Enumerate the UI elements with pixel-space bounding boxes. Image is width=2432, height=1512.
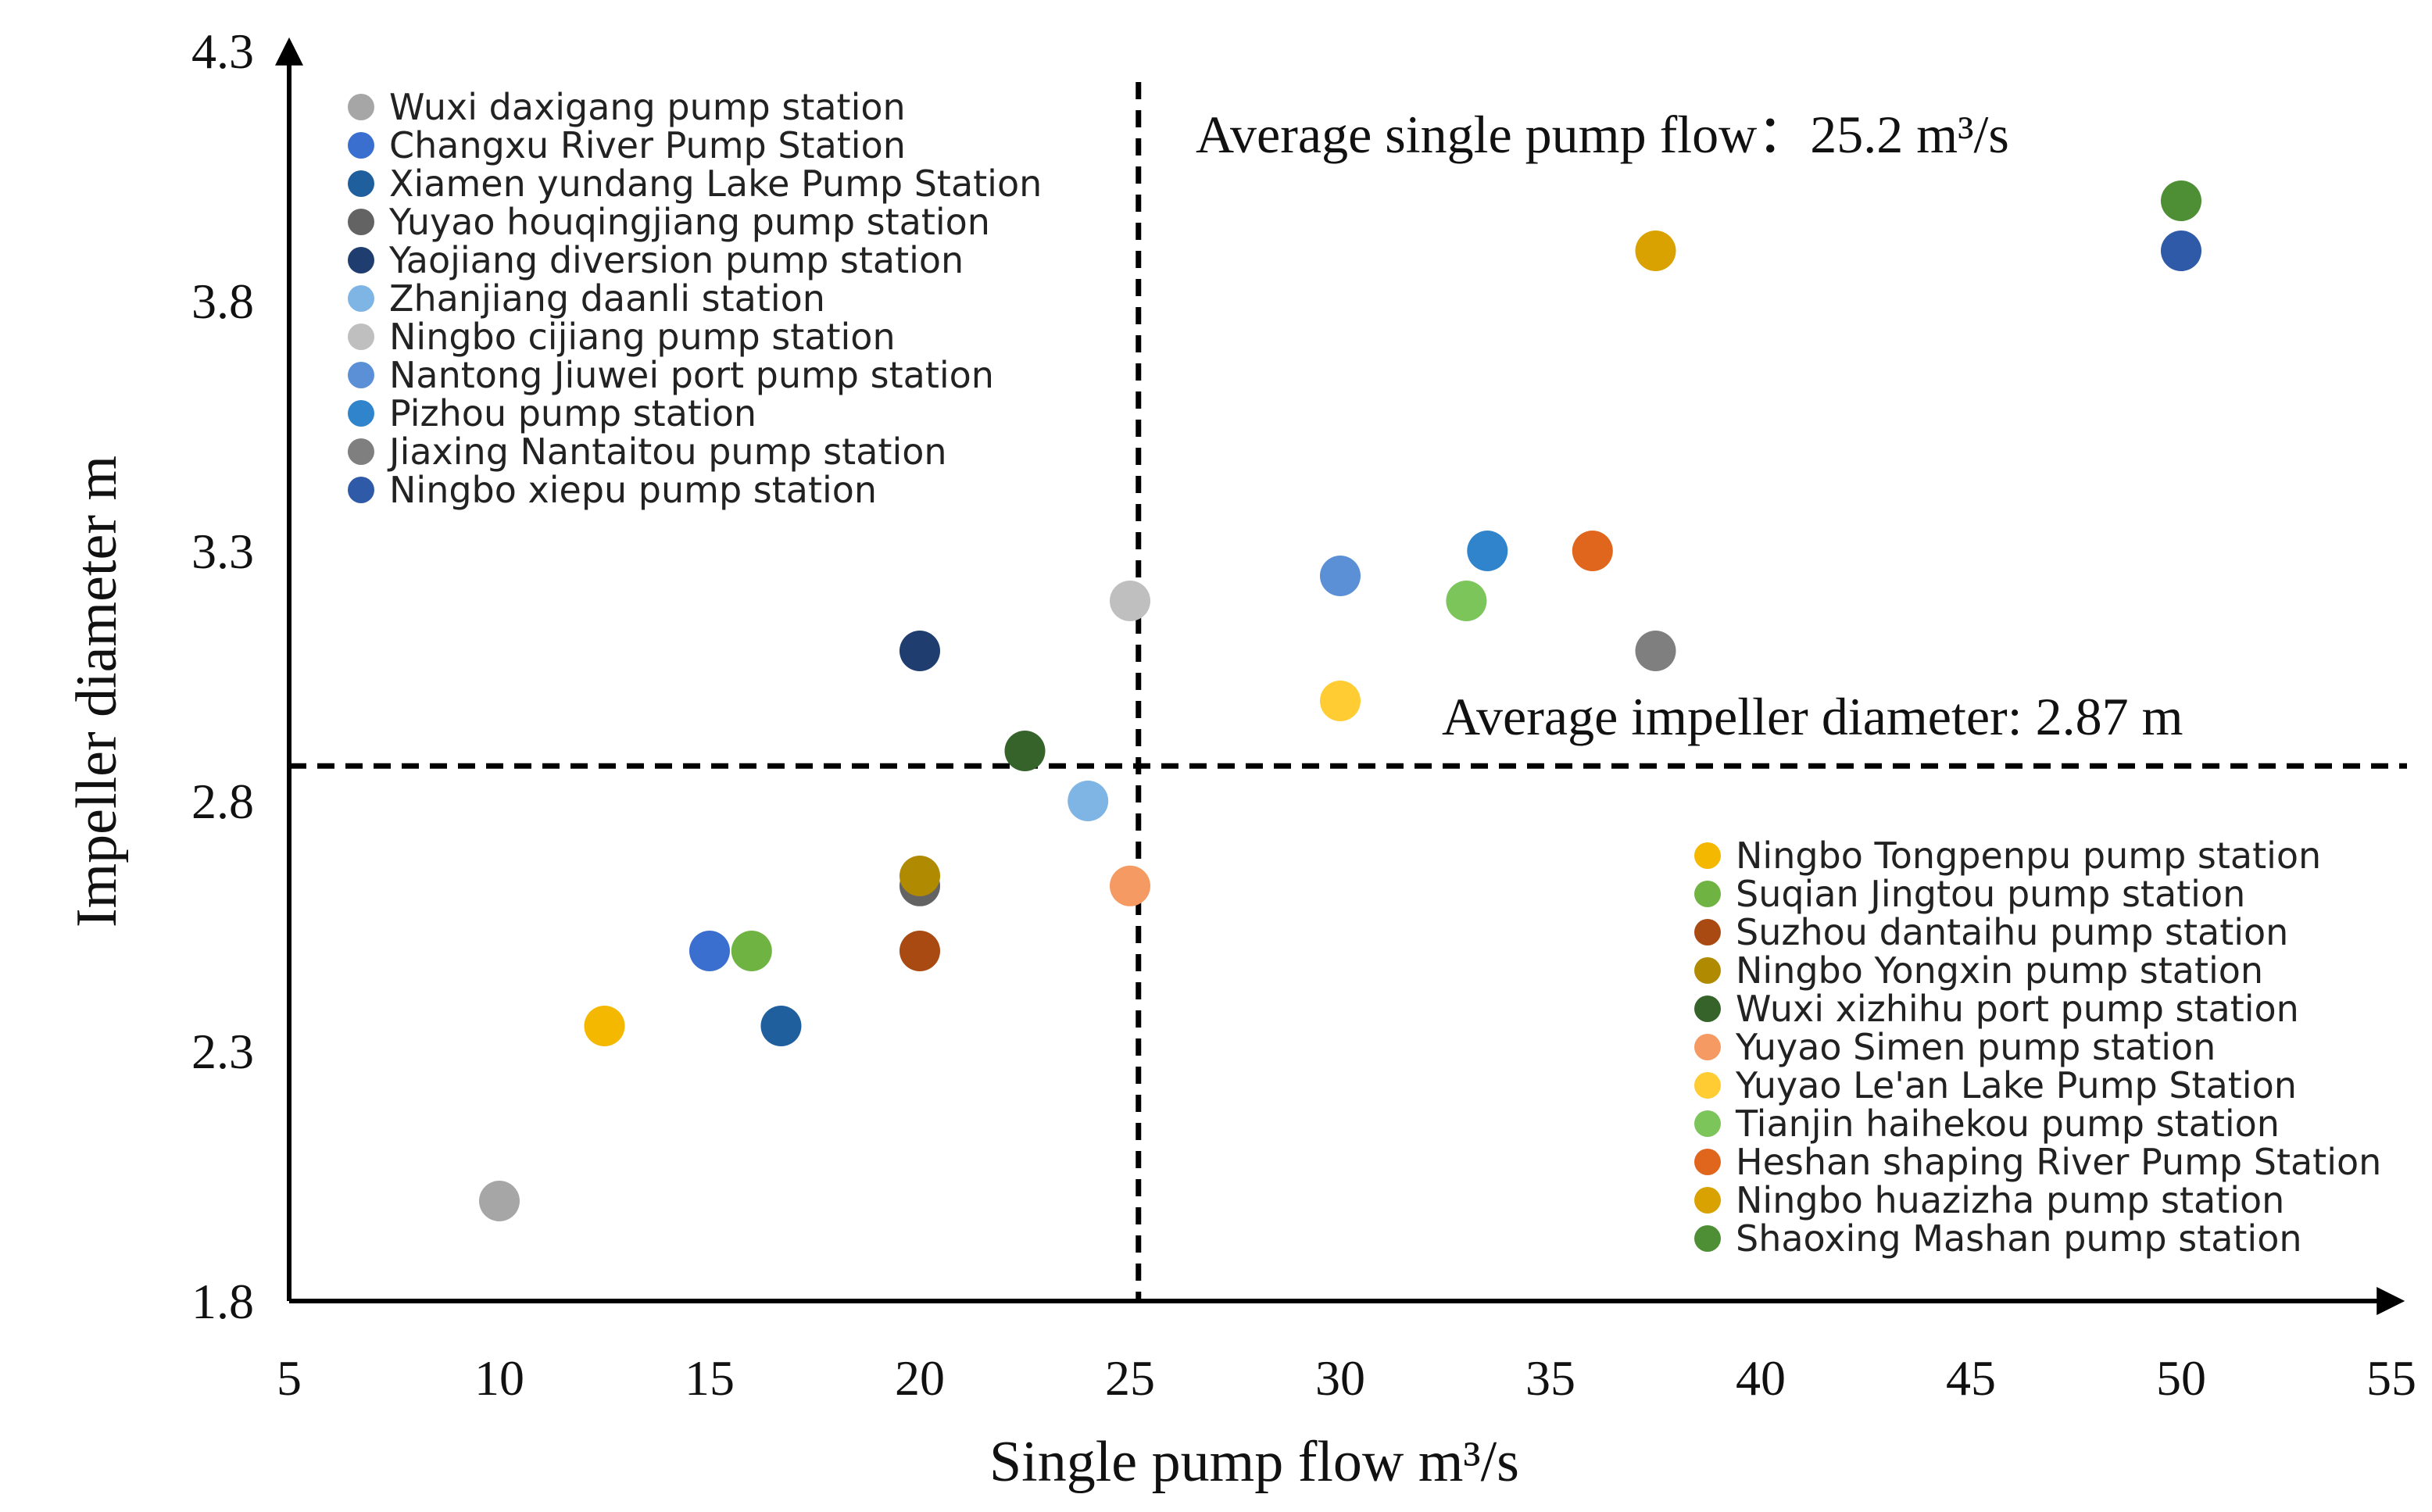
data-point bbox=[1320, 681, 1361, 721]
legend-marker bbox=[1694, 1034, 1721, 1060]
data-point bbox=[2161, 181, 2201, 221]
data-point bbox=[899, 631, 940, 671]
data-point bbox=[584, 1006, 625, 1046]
legend-label: Nantong Jiuwei port pump station bbox=[389, 354, 994, 396]
y-tick-label: 2.3 bbox=[191, 1024, 254, 1079]
legend-marker bbox=[348, 132, 374, 159]
data-point bbox=[899, 856, 940, 896]
y-tick-label: 3.8 bbox=[191, 273, 254, 329]
data-point bbox=[1635, 231, 1676, 271]
legend-label: Yuyao houqingjiang pump station bbox=[388, 201, 990, 243]
x-tick-label: 55 bbox=[2366, 1350, 2416, 1406]
data-point bbox=[899, 931, 940, 971]
data-point bbox=[1467, 531, 1508, 571]
legend-marker bbox=[348, 247, 374, 273]
legend-label: Shaoxing Mashan pump station bbox=[1736, 1217, 2302, 1260]
data-points bbox=[479, 181, 2201, 1221]
legend-marker bbox=[348, 362, 374, 388]
data-point bbox=[731, 931, 772, 971]
legend-label: Wuxi daxigang pump station bbox=[389, 86, 906, 128]
legend-label: Zhanjiang daanli station bbox=[389, 277, 825, 320]
legend-label: Pizhou pump station bbox=[389, 392, 756, 434]
x-tick-label: 5 bbox=[277, 1350, 302, 1406]
legend-label: Xiamen yundang Lake Pump Station bbox=[389, 163, 1042, 205]
reference-lines bbox=[289, 82, 2407, 1301]
data-point bbox=[689, 931, 730, 971]
legend-marker bbox=[1694, 957, 1721, 984]
x-tick-label: 10 bbox=[474, 1350, 524, 1406]
y-tick-label: 1.8 bbox=[191, 1274, 254, 1329]
legend-label: Ningbo huazizha pump station bbox=[1736, 1179, 2284, 1221]
legend-marker bbox=[348, 94, 374, 120]
legend-marker bbox=[1694, 1149, 1721, 1175]
y-tick-label: 3.3 bbox=[191, 524, 254, 579]
data-point bbox=[1572, 531, 1613, 571]
data-point bbox=[1110, 865, 1150, 906]
legend-marker bbox=[348, 323, 374, 350]
x-tick-label: 25 bbox=[1105, 1350, 1155, 1406]
x-tick-label: 15 bbox=[685, 1350, 735, 1406]
y-axis-title: Impeller diameter m bbox=[65, 456, 129, 928]
legend-marker bbox=[1694, 1110, 1721, 1137]
legend-label: Ningbo xiepu pump station bbox=[389, 469, 877, 511]
legend-label: Suqian Jingtou pump station bbox=[1736, 873, 2245, 915]
legend-label: Yuyao Le'an Lake Pump Station bbox=[1735, 1064, 2297, 1106]
x-tick-label: 50 bbox=[2156, 1350, 2206, 1406]
legend-label: Suzhou dantaihu pump station bbox=[1736, 911, 2288, 953]
legend-label: Ningbo Tongpenpu pump station bbox=[1736, 835, 2321, 877]
legend-marker bbox=[348, 438, 374, 465]
legend-label: Heshan shaping River Pump Station bbox=[1736, 1141, 2381, 1183]
x-tick-label: 35 bbox=[1525, 1350, 1575, 1406]
data-point bbox=[1110, 581, 1150, 621]
x-tick-label: 30 bbox=[1315, 1350, 1365, 1406]
avg-diameter-annotation: Average impeller diameter: 2.87 m bbox=[1442, 687, 2183, 746]
avg-flow-annotation: Average single pump flow：25.2 m³/s bbox=[1196, 105, 2009, 164]
legend-marker bbox=[348, 285, 374, 312]
data-point bbox=[760, 1006, 802, 1046]
legend-marker bbox=[1694, 1225, 1721, 1252]
data-point bbox=[1320, 556, 1361, 596]
legend-marker bbox=[1694, 919, 1721, 945]
x-tick-label: 40 bbox=[1736, 1350, 1786, 1406]
data-point bbox=[1446, 581, 1487, 621]
legend-marker bbox=[348, 477, 374, 503]
data-point bbox=[2161, 231, 2201, 271]
legend-marker bbox=[1694, 1072, 1721, 1099]
legend-marker bbox=[348, 209, 374, 235]
legend-marker bbox=[1694, 881, 1721, 907]
x-tick-label: 20 bbox=[895, 1350, 945, 1406]
data-point bbox=[1635, 631, 1676, 671]
legend-marker bbox=[1694, 1187, 1721, 1214]
data-point bbox=[1068, 781, 1109, 821]
y-tick-label: 4.3 bbox=[191, 23, 254, 79]
x-tick-label: 45 bbox=[1946, 1350, 1996, 1406]
legend-marker bbox=[348, 170, 374, 197]
tick-labels: 5 10 15 20 25 30 35 40 45 50 55 1.8 2.3 2.8 3.3 3.8 4.3 bbox=[191, 23, 2416, 1406]
legend-marker bbox=[1694, 842, 1721, 869]
data-point bbox=[1004, 731, 1046, 771]
legend-label: Jiaxing Nantaitou pump station bbox=[387, 431, 947, 473]
legend-label: Yuyao Simen pump station bbox=[1735, 1026, 2216, 1068]
legend-label: Wuxi xizhihu port pump station bbox=[1736, 988, 2299, 1030]
legend-label: Ningbo cijiang pump station bbox=[389, 316, 896, 358]
legend-label: Changxu River Pump Station bbox=[389, 124, 906, 166]
data-point bbox=[479, 1181, 520, 1221]
legend-marker bbox=[1694, 995, 1721, 1022]
legend-label: Ningbo Yongxin pump station bbox=[1736, 949, 2263, 992]
y-tick-label: 2.8 bbox=[191, 774, 254, 829]
x-axis-title: Single pump flow m³/s bbox=[989, 1430, 1519, 1494]
legend-marker bbox=[348, 400, 374, 427]
axes bbox=[275, 37, 2405, 1315]
legend-label: Yaojiang diversion pump station bbox=[388, 239, 964, 281]
legend-label: Tianjin haihekou pump station bbox=[1735, 1103, 2280, 1145]
